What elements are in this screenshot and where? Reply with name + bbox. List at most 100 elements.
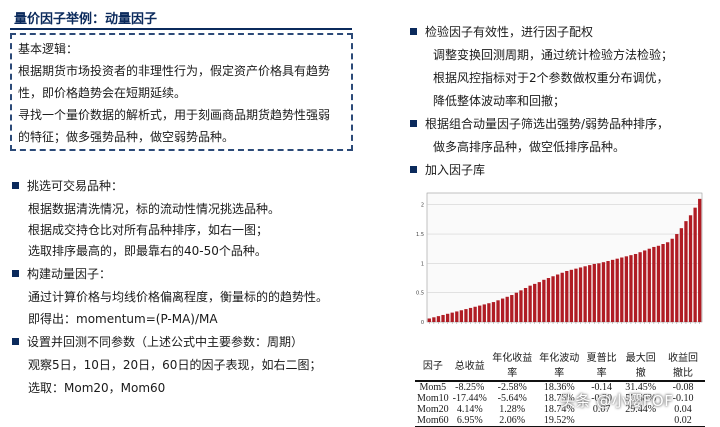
bar bbox=[432, 317, 436, 322]
table-cell: 55.58% bbox=[625, 393, 657, 404]
bar bbox=[592, 263, 596, 322]
bar bbox=[468, 307, 473, 322]
square-bullet-icon bbox=[12, 270, 19, 277]
table-cell: -0.30 bbox=[591, 393, 613, 404]
square-bullet-icon bbox=[12, 182, 19, 189]
bullet-heading: 挑选可交易品种： bbox=[27, 179, 124, 193]
bar bbox=[684, 221, 688, 322]
bullet-line: 根据数据清洗情况，标的流动性情况挑选品种。 bbox=[28, 202, 281, 216]
watermark-text: 头条 @小樱FOF bbox=[560, 392, 674, 410]
square-bullet-icon bbox=[12, 338, 19, 345]
bar bbox=[551, 276, 555, 322]
bullet-heading: 加入因子库 bbox=[425, 163, 486, 177]
bar bbox=[455, 311, 459, 322]
basic-logic-box: 基本逻辑： 根据期货市场投资者的非理性行为，假定资产价格具有趋势 性，即价格趋势… bbox=[10, 33, 353, 151]
bullet-line: 选取：Mom20，Mom60 bbox=[28, 381, 166, 395]
table-cell: 29.44% bbox=[625, 404, 657, 415]
bar bbox=[569, 269, 574, 322]
bar bbox=[560, 272, 564, 322]
table-row: Mom10 -17.44% -5.64% 18.75% -0.30 55.58%… bbox=[415, 393, 705, 404]
bar bbox=[629, 255, 633, 322]
bar bbox=[523, 287, 528, 322]
bar bbox=[652, 246, 656, 322]
bullet-heading: 设置并回测不同参数（上述公式中主要参数：周期） bbox=[27, 335, 304, 349]
bullet-heading: 构建动量因子： bbox=[27, 267, 112, 281]
ranking-bar-chart: 0 0.5 1 1.5 2 bbox=[405, 185, 710, 340]
factor-performance-table: 因子 总收益 年化收益率 年化波动率 夏普比率 最大回撤 收益回撤比 Mom5 … bbox=[415, 348, 705, 427]
page-title: 量价因子举例：动量因子 bbox=[14, 12, 158, 27]
bar bbox=[459, 310, 464, 322]
bar bbox=[665, 242, 670, 322]
square-bullet-icon bbox=[410, 166, 417, 173]
y-tick-label: 2 bbox=[421, 203, 424, 209]
bar bbox=[528, 285, 532, 322]
bar bbox=[542, 279, 546, 322]
bar bbox=[514, 292, 519, 322]
bar bbox=[546, 278, 551, 322]
y-tick-label: 1 bbox=[421, 261, 424, 267]
bar bbox=[505, 296, 509, 322]
table-cell: 4.14% bbox=[456, 404, 483, 415]
bar bbox=[610, 259, 615, 322]
bar bbox=[510, 295, 514, 322]
col-header: 收益回撤比 bbox=[661, 348, 705, 382]
bar bbox=[661, 244, 665, 322]
col-header: 因子 bbox=[415, 348, 451, 382]
bar bbox=[491, 302, 496, 322]
table-cell: Mom10 bbox=[417, 393, 449, 404]
bar bbox=[638, 252, 642, 322]
col-header: 总收益 bbox=[450, 348, 489, 382]
bullet-line: 降低整体波动率和回撤； bbox=[433, 94, 566, 108]
bar bbox=[679, 228, 684, 322]
bar bbox=[688, 215, 693, 322]
bullet-line: 做多高排序品种，做空低排序品种。 bbox=[433, 140, 626, 154]
bar bbox=[597, 263, 601, 322]
bar bbox=[615, 258, 619, 322]
bar bbox=[496, 300, 500, 322]
bar bbox=[478, 305, 482, 322]
bar bbox=[620, 257, 624, 322]
bullet-test-validity: 检验因子有效性，进行因子配权 bbox=[410, 24, 593, 40]
bar bbox=[643, 250, 647, 322]
bar bbox=[445, 313, 450, 322]
bar bbox=[436, 316, 441, 322]
logic-line: 根据期货市场投资者的非理性行为，假定资产价格具有趋势 bbox=[18, 64, 331, 78]
bar bbox=[601, 262, 606, 322]
bullet-line: 即得出：momentum=(P-MA)/MA bbox=[28, 312, 218, 326]
bar bbox=[464, 309, 468, 322]
table-cell: Mom5 bbox=[419, 382, 447, 393]
table-row: Mom5 -8.25% -2.58% 18.36% -0.14 31.45% -… bbox=[415, 381, 705, 393]
title-divider bbox=[10, 28, 352, 30]
table-cell: 18.75% bbox=[543, 393, 575, 404]
bar-chart-svg: 0 0.5 1 1.5 2 bbox=[416, 192, 703, 326]
logic-line: 基本逻辑： bbox=[18, 42, 79, 56]
bar bbox=[487, 303, 491, 322]
logic-line: 寻找一个量价数据的解析式，用于刻画商品期货趋势性强弱 bbox=[18, 108, 331, 122]
table-cell: 0.07 bbox=[592, 404, 611, 415]
bar bbox=[698, 198, 702, 322]
table-cell: 18.74% bbox=[543, 404, 575, 415]
bar bbox=[500, 298, 505, 322]
col-header: 夏普比率 bbox=[582, 348, 621, 382]
table-cell: Mom20 bbox=[417, 404, 449, 415]
logic-line: 性，即价格趋势会在短期延续。 bbox=[18, 86, 187, 100]
bar bbox=[624, 256, 629, 322]
table-row: Mom20 4.14% 1.28% 18.74% 0.07 29.44% 0.0… bbox=[415, 404, 705, 415]
col-header: 年化波动率 bbox=[535, 348, 583, 382]
bar bbox=[473, 306, 477, 322]
square-bullet-icon bbox=[410, 28, 417, 35]
bullet-build-factor: 构建动量因子： bbox=[12, 266, 111, 282]
bar bbox=[647, 248, 651, 322]
bar bbox=[675, 234, 679, 322]
bullet-add-factor-library: 加入因子库 bbox=[410, 162, 485, 178]
y-tick-label: 0.5 bbox=[416, 291, 424, 297]
y-tick-label: 0 bbox=[421, 320, 424, 326]
bar bbox=[441, 314, 445, 322]
table-cell: 18.36% bbox=[543, 382, 575, 393]
bar bbox=[482, 304, 486, 322]
bar bbox=[656, 245, 661, 322]
bullet-line: 观察5日，10日，20日，60日的因子表现，如右二图； bbox=[28, 358, 322, 372]
bullet-line: 通过计算价格与均线价格偏离程度，衡量标的的趋势性。 bbox=[28, 290, 329, 304]
bullet-line: 选取排序最高的，即最靠右的40-50个品种。 bbox=[28, 244, 267, 258]
table-cell: -0.14 bbox=[591, 382, 613, 393]
